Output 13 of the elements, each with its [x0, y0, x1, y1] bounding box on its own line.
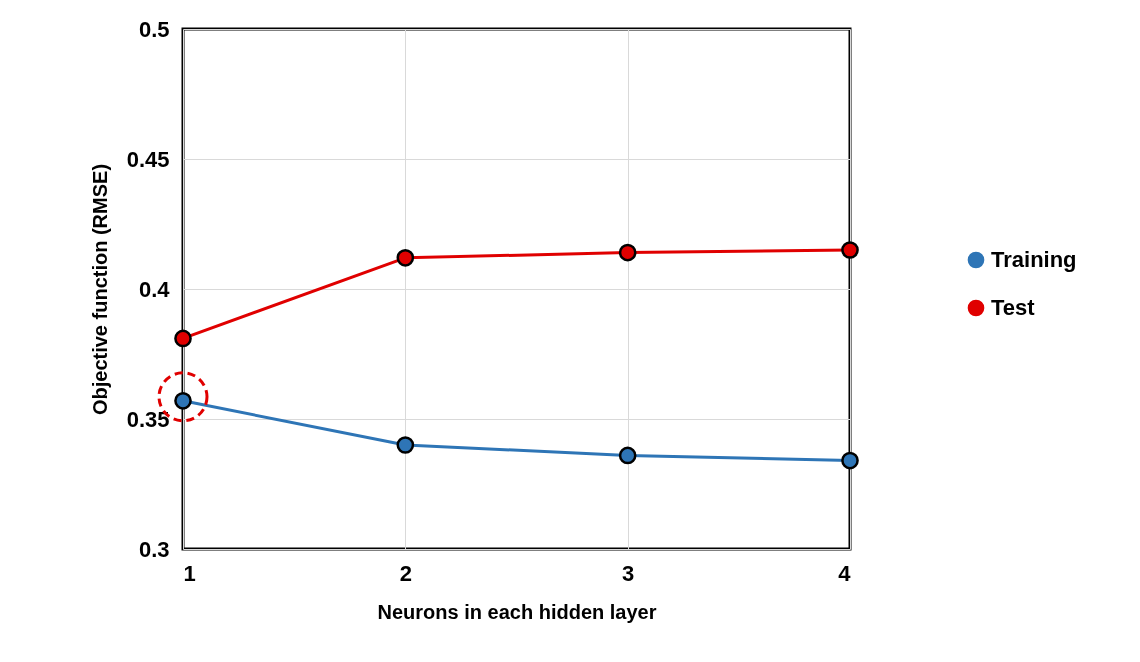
- y-axis-title: Objective function (RMSE): [88, 163, 111, 416]
- legend-label: Training: [991, 247, 1077, 272]
- x-tick-label: 3: [622, 560, 635, 586]
- y-tick-label: 0.4: [138, 276, 171, 302]
- x-tick-label: 1: [183, 560, 196, 586]
- x-tick-label: 2: [399, 560, 412, 586]
- y-tick-label: 0.3: [138, 536, 170, 562]
- y-tick-label: 0.35: [126, 406, 170, 432]
- x-tick-label: 4: [838, 560, 852, 586]
- x-axis-title: Neurons in each hidden layer: [377, 600, 657, 623]
- legend-label: Test: [991, 295, 1036, 320]
- y-tick-label: 0.5: [138, 16, 170, 42]
- y-tick-label: 0.45: [126, 146, 170, 172]
